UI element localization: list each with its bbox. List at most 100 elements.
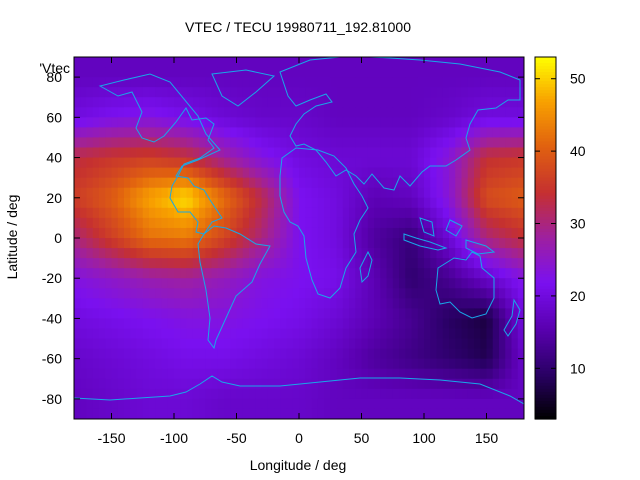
heatmap-cell	[436, 177, 444, 189]
heatmap-cell	[136, 127, 144, 139]
heatmap-cell	[236, 57, 244, 68]
heatmap-cell	[92, 167, 100, 179]
heatmap-cell	[174, 408, 181, 419]
heatmap-cell	[499, 238, 506, 249]
heatmap-cell	[124, 388, 131, 400]
heatmap-cell	[455, 298, 463, 309]
heatmap-cell	[130, 157, 138, 169]
heatmap-cell	[299, 157, 306, 169]
heatmap-cell	[192, 238, 200, 249]
heatmap-cell	[349, 388, 356, 400]
y-tick-label: -20	[42, 270, 62, 286]
heatmap-cell	[267, 238, 275, 249]
heatmap-cell	[242, 248, 250, 259]
colorbar-segment	[535, 231, 556, 236]
heatmap-cell	[130, 137, 138, 149]
heatmap-cell	[405, 248, 413, 259]
heatmap-cell	[380, 278, 388, 289]
heatmap-cell	[342, 238, 350, 249]
heatmap-cell	[492, 408, 500, 419]
heatmap-cell	[380, 238, 388, 249]
heatmap-cell	[230, 197, 238, 209]
heatmap-cell	[342, 388, 350, 400]
heatmap-cell	[399, 318, 406, 330]
heatmap-cell	[355, 87, 363, 98]
heatmap-cell	[267, 97, 275, 108]
heatmap-cell	[130, 177, 138, 189]
heatmap-cell	[286, 248, 294, 259]
heatmap-cell	[80, 197, 88, 209]
heatmap-cell	[399, 328, 406, 340]
heatmap-cell	[517, 268, 524, 279]
heatmap-cell	[405, 187, 413, 199]
heatmap-cell	[292, 177, 300, 189]
heatmap-cell	[342, 167, 350, 179]
heatmap-cell	[317, 227, 325, 239]
coastlines	[74, 57, 524, 419]
heatmap-cell	[492, 388, 500, 400]
heatmap-cell	[517, 298, 524, 309]
heatmap-cell	[205, 117, 213, 128]
heatmap-cell	[455, 77, 463, 88]
heatmap-cell	[455, 388, 463, 400]
heatmap-cell	[155, 408, 163, 419]
heatmap-area	[74, 57, 524, 419]
heatmap-cell	[124, 57, 131, 68]
heatmap-cell	[499, 177, 506, 189]
heatmap-cell	[174, 137, 181, 149]
heatmap-cell	[224, 278, 231, 289]
heatmap-cell	[436, 398, 444, 410]
heatmap-cell	[161, 227, 169, 239]
heatmap-cell	[230, 57, 238, 68]
heatmap-cell	[336, 368, 344, 380]
heatmap-cell	[236, 197, 244, 209]
heatmap-cell	[174, 398, 181, 410]
heatmap-cell	[280, 137, 288, 149]
heatmap-cell	[317, 308, 325, 320]
heatmap-cell	[205, 57, 213, 68]
colorbar-segment	[535, 343, 556, 348]
heatmap-cell	[99, 137, 106, 149]
heatmap-cell	[499, 288, 506, 299]
heatmap-cell	[230, 318, 238, 330]
heatmap-cell	[405, 117, 413, 128]
heatmap-cell	[449, 67, 456, 78]
heatmap-cell	[492, 378, 500, 390]
heatmap-cell	[311, 408, 319, 419]
heatmap-cell	[261, 117, 269, 128]
heatmap-cell	[217, 288, 225, 299]
heatmap-cell	[374, 217, 381, 229]
heatmap-cell	[130, 378, 138, 390]
heatmap-cell	[136, 67, 144, 78]
heatmap-cell	[142, 217, 150, 229]
heatmap-cell	[74, 298, 81, 309]
heatmap-cell	[467, 127, 475, 139]
heatmap-cell	[155, 338, 163, 350]
heatmap-cell	[499, 137, 506, 149]
x-tick-label: -50	[226, 430, 246, 446]
heatmap-cell	[361, 137, 369, 149]
heatmap-cell	[174, 368, 181, 380]
heatmap-cell	[205, 268, 213, 279]
heatmap-cell	[167, 278, 175, 289]
heatmap-cell	[124, 368, 131, 380]
heatmap-cell	[324, 97, 331, 108]
heatmap-cell	[99, 147, 106, 159]
heatmap-cell	[92, 278, 100, 289]
heatmap-cell	[492, 187, 500, 199]
heatmap-cell	[274, 127, 281, 139]
heatmap-cell	[199, 117, 206, 128]
heatmap-cell	[355, 278, 363, 289]
heatmap-cell	[117, 308, 125, 320]
heatmap-cell	[161, 268, 169, 279]
heatmap-cell	[211, 157, 219, 169]
heatmap-cell	[249, 258, 256, 269]
heatmap-cell	[74, 87, 81, 98]
heatmap-cell	[455, 137, 463, 149]
heatmap-cell	[505, 67, 513, 78]
heatmap-cell	[455, 197, 463, 209]
heatmap-cell	[292, 197, 300, 209]
heatmap-cell	[311, 278, 319, 289]
heatmap-cell	[292, 308, 300, 320]
heatmap-cell	[249, 278, 256, 289]
